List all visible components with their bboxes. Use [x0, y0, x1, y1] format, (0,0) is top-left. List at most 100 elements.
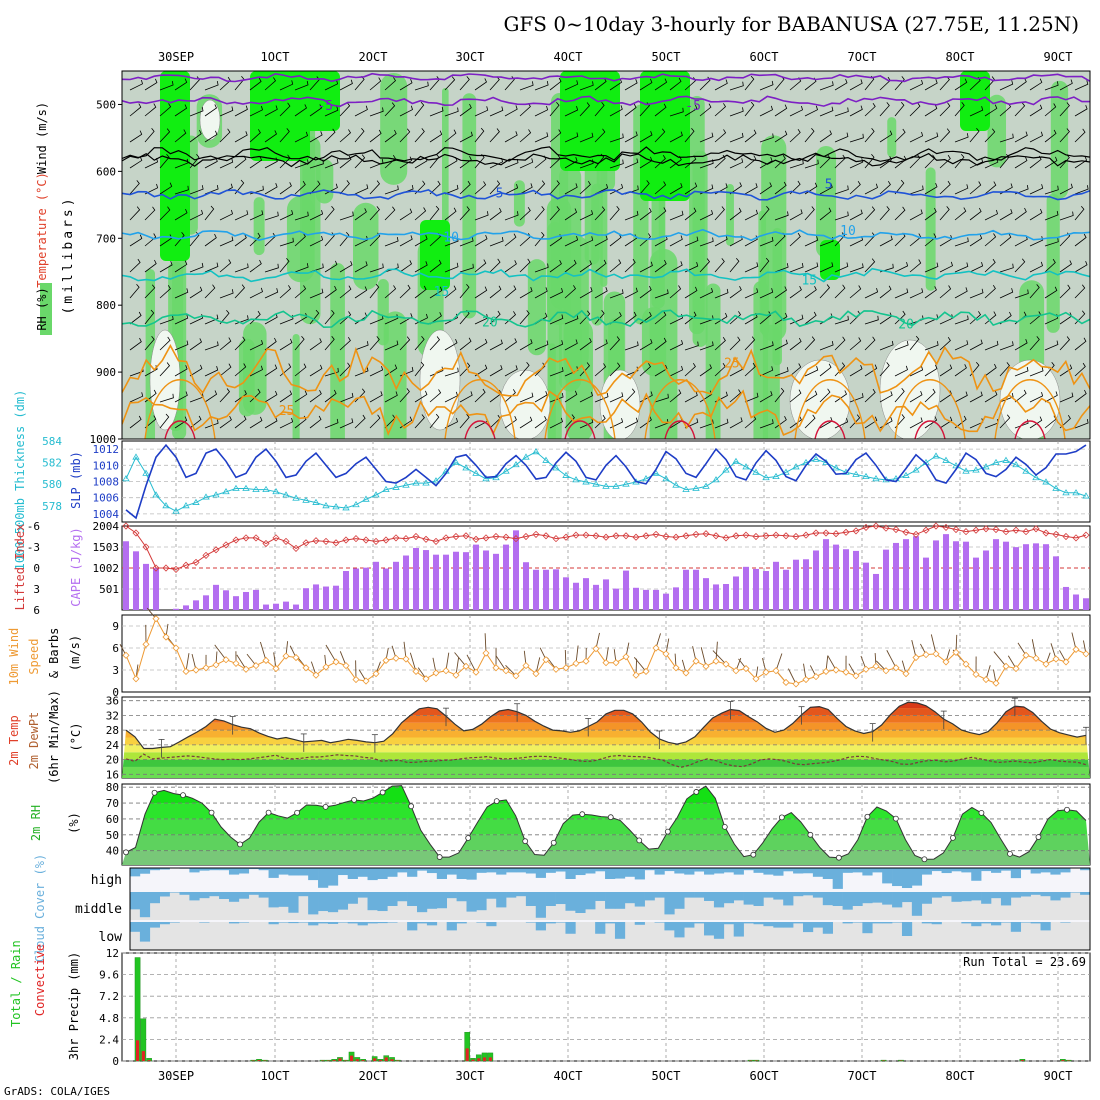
wind-barb: [1074, 105, 1088, 117]
wind-barb: [954, 133, 969, 143]
wind-barb: [759, 288, 774, 299]
cloud-cover-bar-low: [704, 922, 715, 936]
wind-barb: [489, 339, 503, 351]
lifted-index-marker: [992, 525, 1000, 534]
lifted-index-marker: [862, 523, 870, 531]
wind-barb: [624, 131, 638, 143]
cape-bar: [1063, 586, 1069, 610]
temp-band: [122, 730, 1090, 738]
wind-barb: [1044, 103, 1057, 117]
lifted-index-marker: [812, 529, 820, 537]
wind-barb: [519, 129, 532, 143]
cape-bar: [783, 569, 789, 610]
lifted-index-marker: [892, 525, 900, 534]
wind-barb: [324, 128, 336, 143]
thickness-marker: [542, 456, 550, 463]
precip-convective-bar: [390, 1059, 394, 1061]
wind-barb: [911, 640, 917, 658]
wind-barb: [204, 419, 219, 429]
wind-barb: [939, 206, 950, 221]
wind-barb: [414, 180, 426, 195]
wind-speed-marker: [222, 656, 230, 664]
wind-barb: [789, 232, 801, 247]
cape-bar: [383, 568, 389, 610]
cape-bar: [1023, 544, 1029, 610]
cloud-cover-bar-low: [159, 922, 170, 925]
temperature-contour: [544, 379, 616, 439]
ylabel-2m-rh-units: (%): [67, 812, 81, 834]
cape-bar: [793, 559, 799, 610]
precip-tick-label: 4.8: [99, 1012, 119, 1025]
wind-barb: [744, 415, 757, 429]
wind-barb: [324, 260, 338, 273]
wind-barb: [504, 285, 517, 299]
rh-marker: [950, 834, 956, 841]
cloud-cover-bar-low: [278, 922, 289, 923]
cape-bar: [453, 551, 459, 610]
wind-barb: [189, 76, 201, 91]
wind-barb: [864, 258, 876, 273]
cloud-cover-bar-low: [664, 922, 675, 931]
wind-speed-marker: [1042, 660, 1050, 668]
wind-barb: [324, 206, 335, 221]
wind-barb: [999, 233, 1012, 247]
thickness-marker: [502, 467, 510, 474]
wind-barb: [144, 336, 155, 351]
wind-barb: [444, 367, 459, 377]
cloud-cover-bar-middle: [367, 892, 378, 911]
cloud-cover-bar-low: [882, 922, 893, 924]
cloud-cover-bar-middle: [704, 892, 715, 901]
wind-barb: [474, 286, 488, 299]
thickness-marker: [402, 481, 410, 488]
wind-speed-marker: [862, 665, 870, 673]
cape-bar: [743, 566, 749, 610]
thickness-marker: [672, 481, 680, 488]
cloud-cover-bar-low: [723, 922, 735, 925]
wind-barb: [759, 205, 770, 221]
wind-barb: [939, 154, 951, 169]
wind-barb: [294, 263, 309, 273]
wind-barb: [549, 260, 562, 273]
temp-band: [122, 759, 1090, 767]
cape-bar: [353, 568, 359, 610]
wind-barb: [1074, 233, 1087, 247]
wind-speed-marker: [882, 667, 890, 675]
temp-band: [122, 715, 1090, 723]
cape-bar: [273, 603, 279, 610]
wind-barb: [819, 284, 831, 299]
wind-barb: [384, 77, 397, 91]
wind-barb: [729, 81, 744, 91]
wind-speed-marker: [842, 668, 850, 676]
wind-barb: [459, 131, 473, 143]
cloud-cover-bar-middle: [347, 892, 358, 904]
cloud-cover-bar-low: [743, 922, 754, 924]
cloud-cover-bar-high: [743, 868, 754, 871]
contour-label: 10: [443, 231, 459, 246]
cloud-layer-background: [130, 922, 1090, 950]
wind-barb: [219, 337, 232, 351]
wind-barb: [189, 231, 200, 247]
wind-barb: [489, 365, 503, 377]
cloud-cover-bar-high: [298, 868, 309, 876]
wind-barb: [429, 312, 442, 325]
cape-bar: [293, 604, 299, 610]
wind-barb: [699, 419, 714, 429]
wind-speed-marker: [452, 671, 460, 679]
lifted-index-marker: [322, 537, 330, 545]
wind-barb: [189, 209, 204, 221]
wind-barb: [129, 283, 140, 299]
cloud-cover-bar-high: [644, 868, 655, 871]
wind-barb: [849, 79, 863, 91]
thickness-tick-label: 582: [42, 457, 62, 470]
wind-barb: [564, 339, 578, 351]
wind-barb: [339, 336, 351, 351]
wind-speed-marker: [312, 671, 320, 679]
lifted-index-marker: [782, 532, 790, 540]
wind-barb: [399, 284, 411, 299]
cloud-cover-bar-middle: [179, 892, 190, 895]
wind-barb: [714, 154, 726, 169]
rh-marker: [237, 841, 243, 848]
cloud-cover-bar-middle: [159, 892, 170, 897]
wind-barb: [819, 106, 834, 117]
thickness-marker: [952, 462, 960, 469]
